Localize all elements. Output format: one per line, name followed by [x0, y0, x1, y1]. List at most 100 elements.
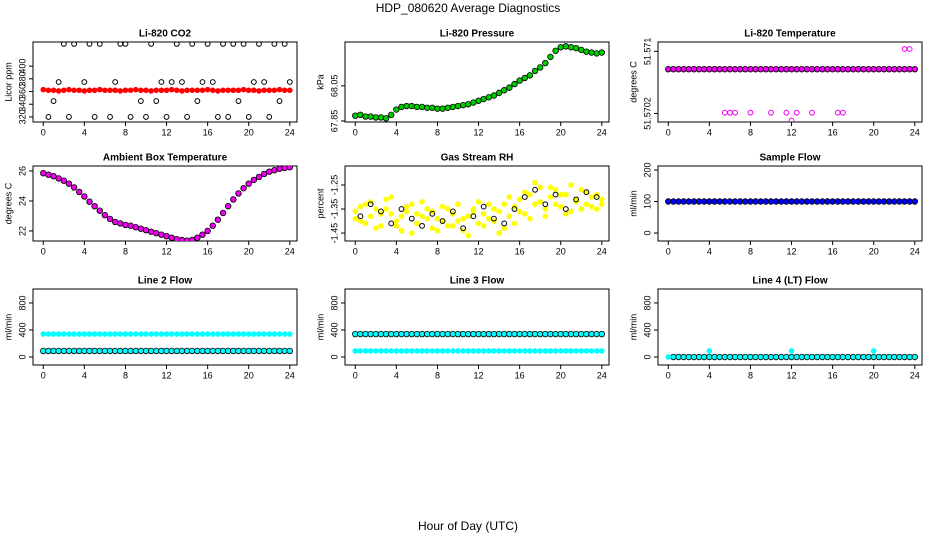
point [189, 236, 196, 241]
point [495, 89, 503, 97]
point [398, 103, 405, 111]
point [55, 331, 62, 337]
point [276, 166, 283, 172]
point [240, 184, 247, 192]
point [81, 79, 88, 85]
x-tick-label: 4 [707, 246, 712, 256]
point [287, 331, 293, 337]
point [235, 98, 242, 104]
point [261, 87, 267, 94]
marks [40, 166, 294, 241]
point [552, 191, 559, 198]
point [706, 348, 713, 354]
point [214, 216, 222, 223]
point [111, 218, 119, 226]
point [220, 87, 226, 94]
x-tick-label: 12 [787, 127, 797, 137]
point [352, 112, 359, 119]
point [204, 86, 211, 93]
point [230, 196, 237, 203]
point [373, 348, 379, 354]
point [527, 215, 533, 222]
point [537, 199, 543, 205]
x-tick-label: 12 [474, 127, 484, 137]
point [414, 348, 420, 354]
point [721, 109, 728, 116]
point [112, 87, 118, 94]
point [383, 206, 389, 212]
point [459, 101, 467, 109]
point [393, 218, 400, 224]
point [491, 348, 497, 354]
point [138, 331, 144, 337]
point [403, 348, 410, 354]
point [204, 227, 211, 235]
point [383, 196, 389, 203]
point [143, 114, 149, 120]
point [117, 88, 124, 94]
point [209, 87, 216, 94]
x-tick-label: 4 [394, 127, 399, 137]
point [225, 331, 231, 337]
point [583, 201, 590, 208]
x-tick-label: 0 [353, 246, 358, 256]
point [255, 173, 263, 181]
y-tick-label: 26 [17, 166, 27, 176]
point [153, 229, 160, 237]
y-axis-title: ml/min [628, 314, 638, 341]
point [71, 42, 77, 47]
point [383, 348, 389, 354]
y-tick-label: 0 [329, 355, 339, 360]
point [547, 348, 554, 354]
point [271, 166, 278, 174]
point [286, 166, 294, 171]
point [256, 42, 262, 47]
point [122, 42, 129, 47]
point [834, 109, 841, 116]
point [276, 331, 283, 337]
point [281, 42, 288, 47]
point [224, 202, 232, 210]
point [496, 348, 502, 354]
x-tick-label: 16 [203, 246, 213, 256]
point [55, 88, 62, 94]
point [599, 348, 605, 354]
point [71, 331, 77, 337]
point [168, 331, 175, 337]
point [256, 331, 262, 337]
y-axis-title: degrees C [628, 61, 638, 103]
x-tick-label: 8 [748, 370, 753, 380]
point [388, 220, 395, 227]
point [496, 208, 502, 215]
marks [352, 43, 606, 122]
point [76, 331, 83, 337]
x-tick-label: 24 [910, 246, 920, 256]
point [542, 213, 549, 220]
point [429, 225, 436, 232]
point [408, 201, 415, 208]
x-tick-label: 0 [353, 370, 358, 380]
point [230, 87, 237, 94]
panel-title: Line 4 (LT) Flow [752, 276, 828, 287]
point [732, 109, 738, 116]
x-tick-label: 24 [910, 370, 920, 380]
point [450, 223, 456, 229]
point [527, 191, 533, 198]
point [557, 191, 564, 198]
x-tick-label: 24 [285, 370, 295, 380]
point [531, 67, 539, 75]
x-tick-label: 16 [828, 127, 838, 137]
point [911, 65, 919, 73]
point [429, 104, 436, 111]
point [511, 80, 518, 88]
point [281, 331, 288, 337]
marks [665, 348, 919, 361]
point [382, 115, 390, 122]
point [173, 42, 180, 47]
plot-frame [32, 165, 298, 242]
point [439, 348, 446, 354]
point [470, 348, 477, 354]
point [142, 226, 150, 234]
x-tick-label: 4 [394, 370, 399, 380]
